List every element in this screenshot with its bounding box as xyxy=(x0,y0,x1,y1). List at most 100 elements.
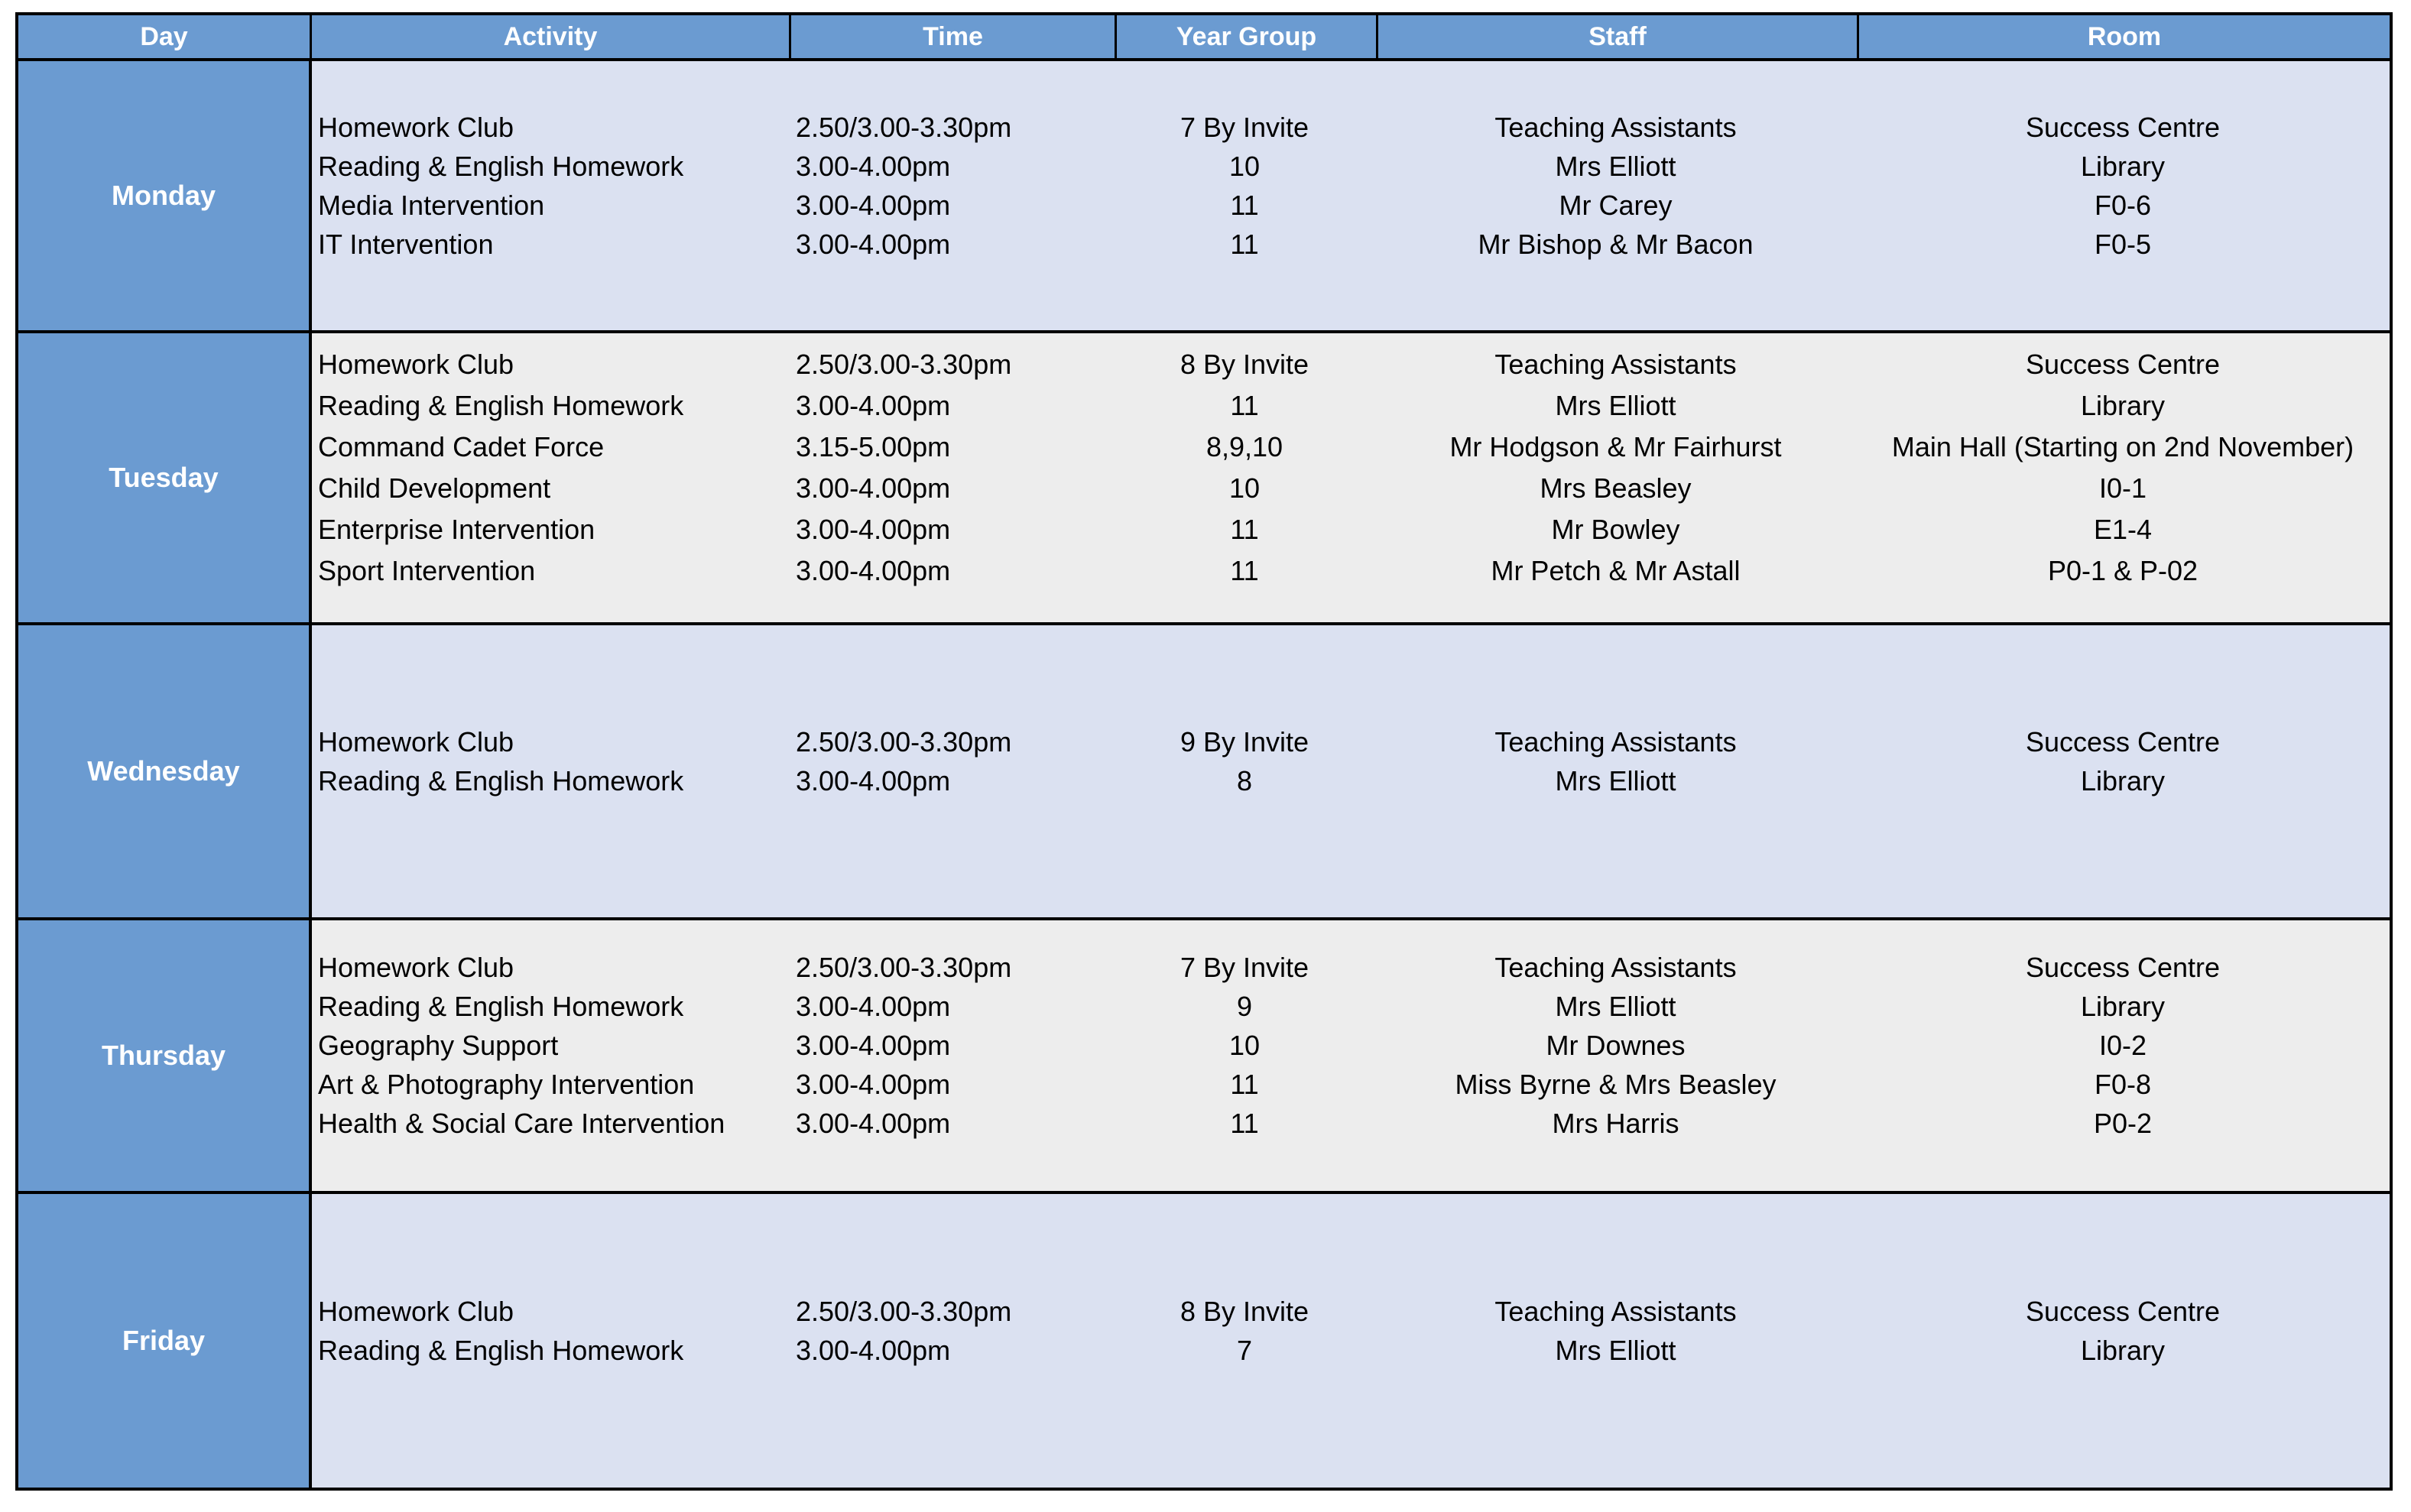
staff-cell: Mrs Beasley xyxy=(1540,472,1692,504)
day-block-friday: Friday Homework Club 2.50/3.00-3.30pm 8 By … xyxy=(18,1194,2390,1488)
time-cell: 3.00-4.00pm xyxy=(796,472,951,504)
table-row: Art & Photography Intervention 3.00-4.00p… xyxy=(312,1066,2390,1105)
year-group-cell: 11 xyxy=(1230,1108,1259,1139)
time-cell: 3.00-4.00pm xyxy=(796,514,951,545)
year-group-cell: 8 By Invite xyxy=(1180,1295,1309,1327)
table-row: Reading & English Homework 3.00-4.00pm 9 Mr… xyxy=(312,988,2390,1027)
year-group-cell: 7 By Invite xyxy=(1180,952,1309,983)
day-activities: Homework Club 2.50/3.00-3.30pm 7 By Invite… xyxy=(312,920,2390,1191)
room-cell: P0-1 & P-02 xyxy=(2047,555,2198,586)
time-cell: 2.50/3.00-3.30pm xyxy=(796,349,1012,380)
table-row: Health & Social Care Intervention 3.00-4.… xyxy=(312,1105,2390,1144)
activity-cell: Geography Support xyxy=(318,1030,559,1061)
room-cell: F0-6 xyxy=(2094,189,2152,221)
year-group-cell: 10 xyxy=(1228,150,1261,182)
room-cell: I0-1 xyxy=(2098,472,2147,504)
staff-cell: Teaching Assistants xyxy=(1494,349,1737,380)
room-cell: Library xyxy=(2080,390,2166,421)
header-row: Day Activity Time Year Group Staff Room xyxy=(18,15,2390,61)
staff-cell: Mr Bishop & Mr Bacon xyxy=(1478,228,1754,260)
time-cell: 3.00-4.00pm xyxy=(796,555,951,586)
day-activities: Homework Club 2.50/3.00-3.30pm 9 By Invite… xyxy=(312,625,2390,917)
room-cell: Success Centre xyxy=(2025,725,2221,758)
day-block-wednesday: Wednesday Homework Club 2.50/3.00-3.30pm 9 … xyxy=(18,625,2390,920)
activity-cell: Reading & English Homework xyxy=(318,1334,684,1366)
activity-cell: Reading & English Homework xyxy=(318,764,684,797)
staff-cell: Mrs Elliott xyxy=(1555,1334,1676,1366)
room-cell: Library xyxy=(2080,991,2166,1022)
room-cell: Library xyxy=(2080,764,2166,797)
activity-cell: Media Intervention xyxy=(318,189,545,221)
day-activities: Homework Club 2.50/3.00-3.30pm 8 By Invite… xyxy=(312,1194,2390,1488)
activity-cell: Homework Club xyxy=(318,952,514,983)
table-row: Sport Intervention 3.00-4.00pm 11 Mr Petch … xyxy=(312,550,2390,592)
table-row: Reading & English Homework 3.00-4.00pm 10 M… xyxy=(312,147,2390,186)
time-cell: 2.50/3.00-3.30pm xyxy=(796,111,1012,143)
year-group-cell: 8,9,10 xyxy=(1206,431,1283,462)
activity-timetable: Day Activity Time Year Group Staff Room … xyxy=(15,12,2393,1491)
year-group-cell: 8 xyxy=(1236,764,1253,797)
room-cell: Success Centre xyxy=(2025,349,2221,380)
time-cell: 3.00-4.00pm xyxy=(796,1030,951,1061)
day-cell: Tuesday xyxy=(18,333,312,622)
activity-cell: Homework Club xyxy=(318,111,514,143)
table-row: IT Intervention 3.00-4.00pm 11 Mr Bishop & … xyxy=(312,225,2390,264)
activity-cell: Health & Social Care Intervention xyxy=(318,1108,725,1139)
table-row: Child Development 3.00-4.00pm 10 Mrs Beasle… xyxy=(312,468,2390,509)
room-cell: F0-5 xyxy=(2094,228,2152,260)
header-day: Day xyxy=(18,15,312,58)
day-block-thursday: Thursday Homework Club 2.50/3.00-3.30pm 7 B… xyxy=(18,920,2390,1194)
year-group-cell: 10 xyxy=(1228,1030,1261,1061)
staff-cell: Teaching Assistants xyxy=(1494,111,1737,143)
day-block-monday: Monday Homework Club 2.50/3.00-3.30pm 7 By … xyxy=(18,61,2390,333)
table-row: Homework Club 2.50/3.00-3.30pm 8 By Invite… xyxy=(312,344,2390,385)
activity-cell: Enterprise Intervention xyxy=(318,514,595,545)
staff-cell: Mr Carey xyxy=(1559,189,1673,221)
year-group-cell: 10 xyxy=(1228,472,1261,504)
time-cell: 2.50/3.00-3.30pm xyxy=(796,952,1012,983)
staff-cell: Mr Downes xyxy=(1546,1030,1686,1061)
header-staff: Staff xyxy=(1378,15,1859,58)
activity-cell: IT Intervention xyxy=(318,228,494,260)
staff-cell: Mrs Elliott xyxy=(1555,390,1676,421)
table-row: Homework Club 2.50/3.00-3.30pm 7 By Invite… xyxy=(312,108,2390,147)
staff-cell: Mr Hodgson & Mr Fairhurst xyxy=(1449,431,1782,462)
header-year-group: Year Group xyxy=(1117,15,1378,58)
time-cell: 3.00-4.00pm xyxy=(796,764,951,797)
table-row: Media Intervention 3.00-4.00pm 11 Mr Carey F… xyxy=(312,186,2390,225)
day-activities: Homework Club 2.50/3.00-3.30pm 8 By Invite… xyxy=(312,333,2390,622)
year-group-cell: 8 By Invite xyxy=(1180,349,1309,380)
header-room: Room xyxy=(2087,21,2162,51)
activity-cell: Homework Club xyxy=(318,725,514,758)
time-cell: 3.15-5.00pm xyxy=(796,431,951,462)
year-group-cell: 11 xyxy=(1230,514,1259,545)
day-cell: Monday xyxy=(18,61,312,330)
room-cell: Success Centre xyxy=(2025,111,2221,143)
header-time: Time xyxy=(791,15,1117,58)
room-cell: Success Centre xyxy=(2025,952,2221,983)
staff-cell: Mrs Elliott xyxy=(1555,764,1676,797)
activity-cell: Reading & English Homework xyxy=(318,390,684,421)
table-row: Command Cadet Force 3.15-5.00pm 8,9,10 Mr H… xyxy=(312,427,2390,468)
room-cell: I0-2 xyxy=(2098,1030,2147,1061)
time-cell: 3.00-4.00pm xyxy=(796,150,951,182)
time-cell: 3.00-4.00pm xyxy=(796,228,951,260)
activity-cell: Reading & English Homework xyxy=(318,150,684,182)
year-group-cell: 11 xyxy=(1230,1069,1259,1100)
time-cell: 3.00-4.00pm xyxy=(796,991,951,1022)
staff-cell: Mr Petch & Mr Astall xyxy=(1491,555,1741,586)
staff-cell: Teaching Assistants xyxy=(1494,952,1737,983)
table-row: Geography Support 3.00-4.00pm 10 Mr Downes I… xyxy=(312,1027,2390,1066)
time-cell: 3.00-4.00pm xyxy=(796,189,951,221)
activity-cell: Art & Photography Intervention xyxy=(318,1069,695,1100)
room-cell: P0-2 xyxy=(2093,1108,2153,1139)
year-group-cell: 11 xyxy=(1230,189,1259,221)
table-row: Reading & English Homework 3.00-4.00pm 8 Mr… xyxy=(312,761,2390,800)
table-row: Homework Club 2.50/3.00-3.30pm 7 By Invite… xyxy=(312,949,2390,988)
staff-cell: Mrs Elliott xyxy=(1555,991,1676,1022)
header-activity: Activity xyxy=(312,15,791,58)
year-group-cell: 9 xyxy=(1236,991,1253,1022)
activity-cell: Sport Intervention xyxy=(318,555,536,586)
day-activities: Homework Club 2.50/3.00-3.30pm 7 By Invite… xyxy=(312,61,2390,330)
day-cell: Wednesday xyxy=(18,625,312,917)
